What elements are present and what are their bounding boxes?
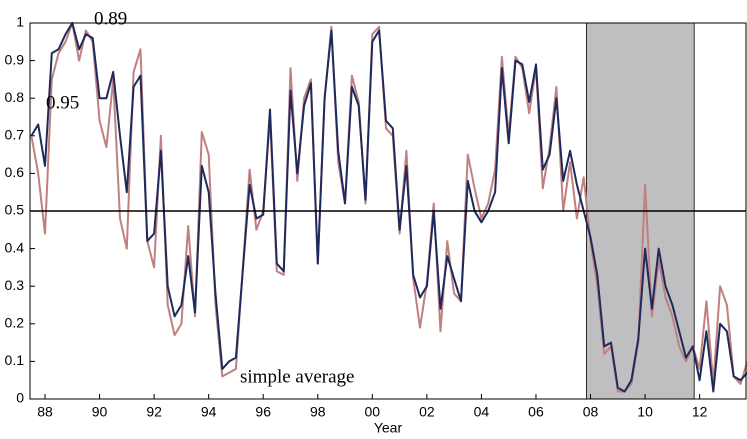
x-tick-label: 00 xyxy=(365,404,381,420)
y-tick-label: 0.4 xyxy=(5,239,25,255)
x-tick-label: 12 xyxy=(692,404,708,420)
y-tick-label: 0.5 xyxy=(5,202,25,218)
x-axis-label: Year xyxy=(374,420,403,436)
y-tick-label: 1 xyxy=(16,14,24,30)
y-tick-label: 0.6 xyxy=(5,164,25,180)
y-tick-label: 0.8 xyxy=(5,89,25,105)
y-tick-label: 0.2 xyxy=(5,315,25,331)
x-tick-label: 08 xyxy=(583,404,599,420)
series-line xyxy=(30,22,747,393)
y-tick-label: 0 xyxy=(16,390,24,406)
x-tick-label: 92 xyxy=(146,404,162,420)
x-tick-label: 88 xyxy=(37,404,53,420)
x-tick-label: 98 xyxy=(310,404,326,420)
y-tick-label: 0.3 xyxy=(5,277,25,293)
x-tick-label: 06 xyxy=(528,404,544,420)
y-tick-label: 0.1 xyxy=(5,352,25,368)
x-tick-label: 90 xyxy=(92,404,108,420)
x-tick-label: 04 xyxy=(474,404,490,420)
plot-frame xyxy=(29,22,747,400)
x-tick-label: 94 xyxy=(201,404,217,420)
x-tick-label: 10 xyxy=(637,404,653,420)
x-tick-label: 96 xyxy=(255,404,271,420)
annotation: 0.89 xyxy=(94,8,127,29)
y-tick-label: 0.9 xyxy=(5,51,25,67)
y-tick-label: 0.7 xyxy=(5,127,25,143)
annotation: simple average xyxy=(240,366,354,387)
annotation: 0.95 xyxy=(46,92,79,113)
x-tick-label: 02 xyxy=(419,404,435,420)
